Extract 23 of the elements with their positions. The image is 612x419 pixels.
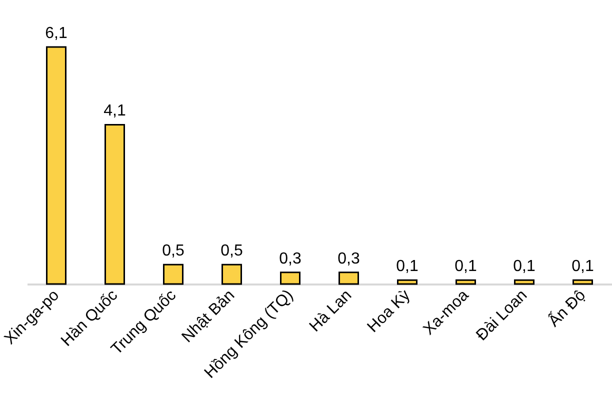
data-label: 6,1 (45, 25, 68, 42)
bar (514, 279, 534, 285)
data-label: 0,1 (572, 258, 594, 276)
bar (104, 124, 125, 285)
x-tick-label: Hà Lan (306, 286, 356, 336)
x-tick-label: Hoa Kỳ (364, 286, 414, 336)
data-label: 0,1 (454, 258, 477, 276)
bar (572, 279, 593, 285)
bar (397, 279, 418, 285)
data-label: 0,1 (513, 258, 536, 276)
bar (46, 46, 66, 285)
data-label: 0,3 (279, 250, 302, 268)
bar (222, 264, 242, 285)
data-label: 0,1 (396, 258, 418, 276)
bar (456, 279, 476, 285)
data-label: 4,1 (104, 102, 126, 120)
bar (338, 272, 359, 285)
x-tick-label: Ấn Độ (544, 285, 590, 330)
data-label: 0,5 (220, 242, 243, 260)
bar (280, 272, 300, 285)
data-label: 0,5 (162, 242, 184, 260)
bar (163, 264, 184, 285)
data-label: 0,3 (338, 250, 360, 268)
